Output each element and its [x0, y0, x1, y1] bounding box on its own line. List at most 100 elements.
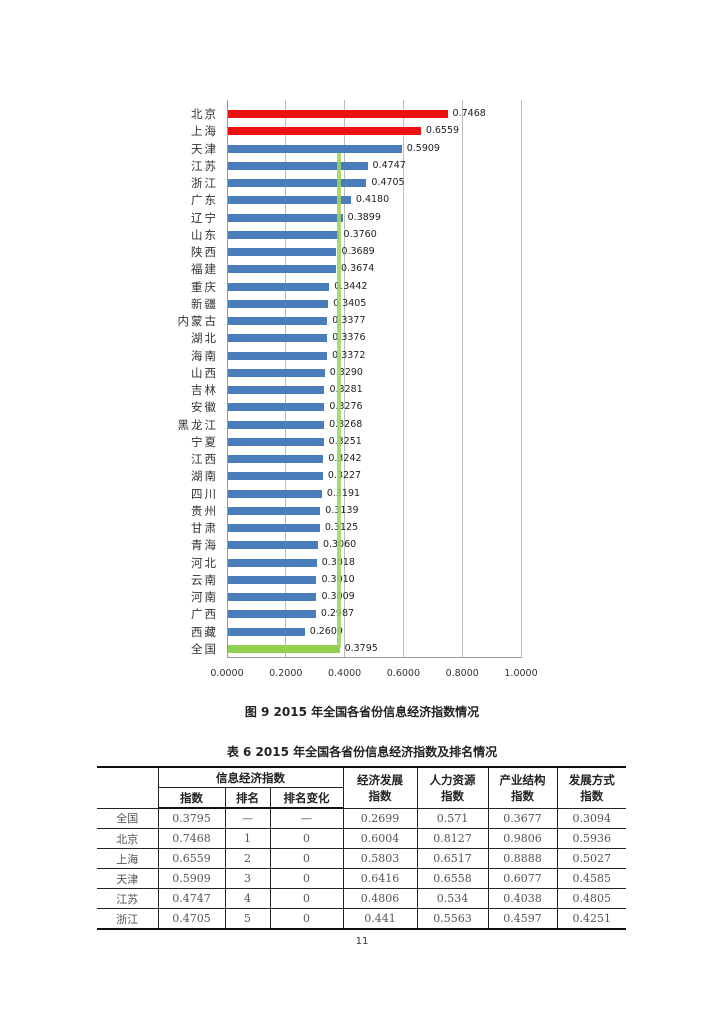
bar — [228, 644, 340, 653]
region-cell: 上海 — [97, 848, 159, 869]
value-label: 0.7468 — [452, 108, 486, 119]
value-label: 0.4747 — [372, 159, 406, 171]
value-cell: 0.4597 — [487, 908, 558, 930]
region-cell: 浙江 — [97, 908, 159, 930]
category-label: 山西 — [191, 365, 218, 380]
subheader-index: 指数 — [158, 787, 226, 809]
value-label: 0.3227 — [327, 470, 362, 482]
table-row: 江苏 0.4747 4 0 0.4806 0.534 0.4038 0.4805 — [97, 888, 627, 909]
region-cell: 天津 — [97, 868, 159, 889]
national-average-line — [337, 153, 341, 647]
bar — [228, 541, 318, 550]
category-label: 北京 — [191, 107, 218, 121]
value-label: 0.4705 — [371, 177, 405, 188]
bar — [228, 265, 336, 274]
bar — [228, 489, 322, 498]
value-label: 0.3405 — [333, 297, 367, 309]
value-cell: 0.9806 — [487, 828, 558, 849]
value-label: 0.3139 — [325, 504, 359, 516]
value-cell: 0.5909 — [157, 868, 226, 889]
header-economic: 经济发展 指数 — [342, 766, 418, 809]
table-caption: 表 6 2015 年全国各省份信息经济指数及排名情况 — [226, 745, 498, 759]
value-label: 0.3376 — [332, 332, 366, 344]
category-label: 云南 — [191, 572, 218, 587]
category-label: 湖南 — [191, 469, 218, 484]
value-cell: 0.3094 — [556, 807, 627, 829]
value-cell: 0.6559 — [157, 848, 226, 869]
table-row: 天津 0.5909 3 0 0.6416 0.6558 0.6077 0.4585 — [97, 868, 627, 889]
value-cell: 0 — [269, 888, 344, 909]
value-cell: 0.6077 — [487, 868, 558, 889]
bar — [228, 317, 328, 325]
figure-caption: 图 9 2015 年全国各省份信息经济指数情况 — [244, 705, 480, 719]
category-label: 新疆 — [191, 296, 218, 311]
value-label: 0.3251 — [328, 435, 362, 447]
value-cell: 0.3795 — [157, 807, 226, 829]
table-row: 全国 0.3795— —0.2699 0.571 0.3677 0.3094 — [97, 807, 627, 829]
value-label: 0.3191 — [326, 487, 361, 499]
value-label: 0.4180 — [355, 194, 390, 206]
value-cell: 0.6416 — [342, 868, 418, 889]
bar — [228, 506, 321, 515]
bar — [228, 334, 328, 343]
bar-chart: 北京 0.7468 上海 0.6559 天津 0.5909 江苏 0.4747 浙江 0.4705… — [177, 100, 538, 679]
value-label: 0.3795 — [344, 642, 378, 654]
category-label: 陕西 — [191, 245, 218, 259]
value-cell: 0.5936 — [556, 828, 627, 849]
category-label: 江苏 — [191, 158, 218, 173]
category-label: 四川 — [191, 486, 218, 501]
value-label: 0.3125 — [324, 522, 359, 533]
value-label: 0.2609 — [309, 625, 343, 637]
category-label: 西藏 — [191, 624, 218, 639]
value-cell: 0.5027 — [556, 848, 627, 869]
bar — [228, 575, 317, 584]
value-cell: 1 — [224, 828, 271, 849]
value-cell: 0 — [269, 848, 344, 869]
bar — [228, 196, 351, 205]
value-cell: 5 — [224, 908, 271, 930]
bar — [228, 299, 329, 308]
value-cell: 0.3677 — [487, 807, 558, 829]
bar — [228, 627, 305, 636]
value-label: 0.3268 — [329, 418, 363, 430]
bar — [228, 472, 323, 481]
value-cell: 0 — [269, 908, 344, 930]
page-number: 11 — [355, 936, 369, 947]
value-cell: 3 — [224, 868, 271, 889]
bar — [228, 386, 325, 394]
value-cell: — — [224, 807, 271, 829]
bar — [228, 420, 325, 429]
bar — [228, 230, 339, 239]
category-label: 贵州 — [191, 503, 218, 518]
table-row: 浙江 0.4705 5 0 0.441 0.5563 0.4597 0.4251 — [97, 908, 627, 930]
data-table: 信息经济指数 经济发展 指数 人力资源 指数 产业结构 指数 发展方式 指数 指数 排名… — [97, 766, 627, 930]
category-label: 湖北 — [191, 331, 218, 346]
header-development-mode: 发展方式 指数 — [556, 766, 627, 809]
bar — [228, 368, 325, 377]
value-label: 0.5909 — [406, 142, 440, 154]
value-label: 0.3276 — [329, 401, 363, 413]
category-label: 甘肃 — [191, 521, 218, 535]
category-label: 江西 — [191, 452, 218, 466]
header-industry-structure: 产业结构 指数 — [487, 766, 558, 809]
value-label: 0.3377 — [332, 315, 366, 326]
value-cell: 0.6558 — [416, 868, 489, 889]
group-header: 信息经济指数 — [157, 766, 344, 788]
value-label: 0.3689 — [341, 246, 375, 257]
bar — [228, 403, 325, 412]
value-cell: 0 — [269, 868, 344, 889]
table-header-row: 信息经济指数 经济发展 指数 人力资源 指数 产业结构 指数 发展方式 指数 — [97, 766, 627, 809]
value-cell: 0.4585 — [556, 868, 627, 889]
category-label: 吉林 — [191, 383, 218, 397]
value-cell: 0.7468 — [157, 828, 226, 849]
x-tick-label: 0.6000 — [386, 668, 421, 679]
category-label: 黑龙江 — [177, 417, 218, 432]
category-label: 天津 — [191, 141, 218, 156]
category-label: 全国 — [191, 641, 218, 656]
value-label: 0.3674 — [341, 263, 375, 275]
bar — [228, 179, 367, 187]
value-cell: 0.4747 — [157, 888, 226, 909]
value-label: 0.3242 — [328, 453, 362, 464]
table-row: 上海 0.6559 2 0 0.5803 0.6517 0.8888 0.5027 — [97, 848, 627, 869]
category-label: 青海 — [191, 538, 218, 553]
